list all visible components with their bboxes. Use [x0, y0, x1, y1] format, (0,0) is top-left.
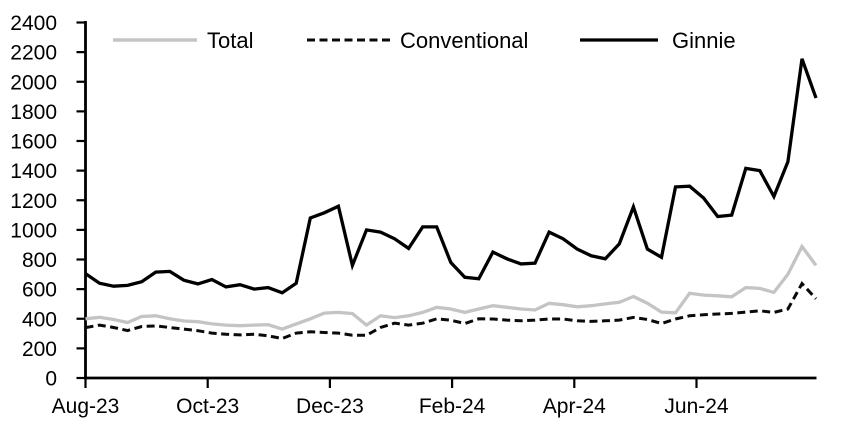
conventional-series-line [85, 281, 818, 341]
y-axis-tick-label: 2000 [10, 71, 57, 94]
x-axis-tick-label: Oct-23 [176, 395, 239, 418]
x-axis-labels: Aug-23 Oct-23 Dec-23 Feb-24 Apr-24 Jun-24 [52, 395, 729, 418]
x-axis-tick-label: Apr-24 [543, 395, 606, 418]
legend: Total Conventional Ginnie [113, 28, 736, 53]
legend-label-conventional: Conventional [400, 28, 528, 53]
y-axis-tick-label: 1200 [10, 190, 57, 213]
ginnie-series-line [84, 58, 818, 295]
total-series-line [85, 243, 818, 331]
y-axis-tick-label: 1800 [10, 101, 57, 124]
x-axis-tick-label: Feb-24 [419, 395, 486, 418]
y-axis-tick-label: 1600 [10, 131, 57, 154]
legend-item-conventional: Conventional [307, 28, 528, 53]
x-axis-tick-label: Dec-23 [296, 395, 364, 418]
y-axis-tick-label: 200 [22, 338, 57, 361]
legend-label-ginnie: Ginnie [672, 28, 736, 53]
y-axis-tick-label: 1000 [10, 219, 57, 242]
y-axis-ticks [76, 21, 86, 380]
legend-item-ginnie: Ginnie [580, 28, 736, 53]
y-axis-tick-label: 400 [22, 308, 57, 331]
y-axis-tick-label: 2200 [10, 42, 57, 65]
legend-label-total: Total [207, 28, 253, 53]
y-axis-tick-label: 1400 [10, 160, 57, 183]
y-axis-tick-label: 2400 [10, 12, 57, 35]
x-axis-ticks [84, 378, 698, 388]
x-axis-tick-label: Jun-24 [664, 395, 729, 418]
y-axis-tick-label: 600 [22, 279, 57, 302]
x-axis-tick-label: Aug-23 [52, 395, 120, 418]
y-axis-tick-label: 0 [45, 368, 57, 391]
y-axis-tick-label: 800 [22, 249, 57, 272]
legend-item-total: Total [113, 28, 253, 53]
y-axis-labels: 0 200 400 600 800 1000 1200 1400 1600 1800 2000 220… [10, 12, 57, 391]
